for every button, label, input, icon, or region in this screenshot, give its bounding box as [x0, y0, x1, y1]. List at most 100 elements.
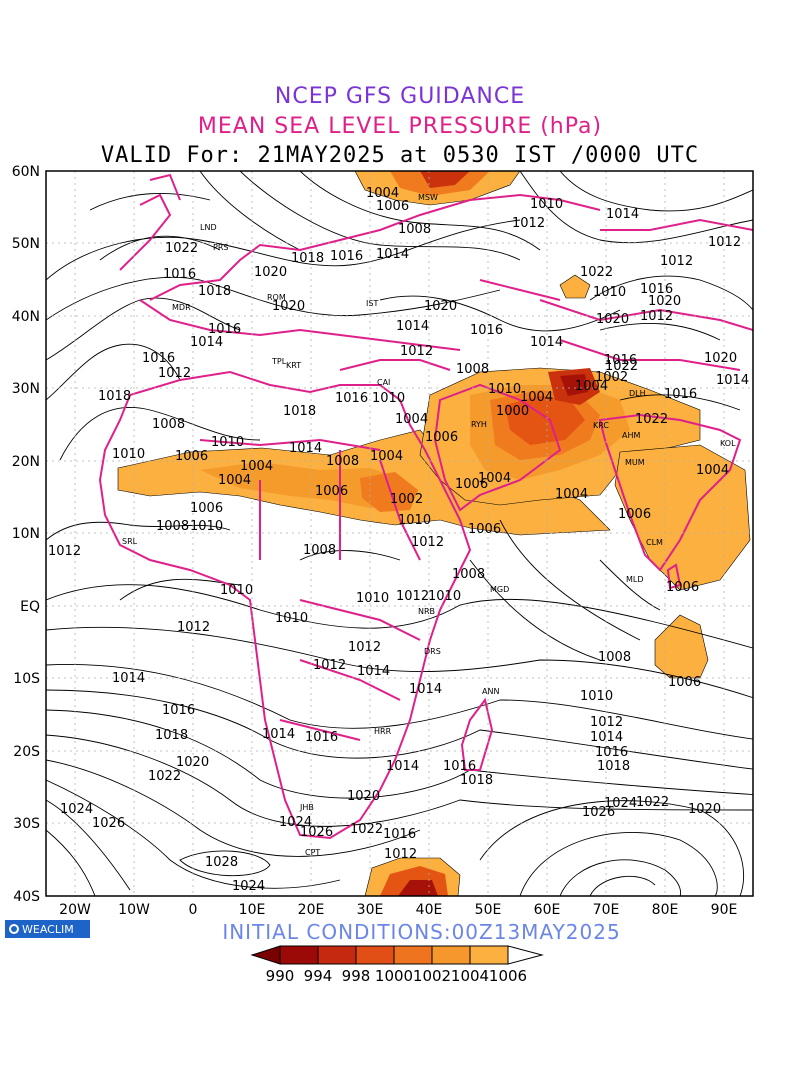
contour-label: 1006	[666, 580, 699, 595]
contour-label: 1008	[156, 519, 189, 534]
contour-label: 1004	[478, 471, 511, 486]
contour-label: 1024	[279, 815, 312, 830]
chart-title: NCEP GFS GUIDANCE	[274, 84, 526, 109]
city-label: NRB	[418, 607, 435, 616]
contour-label: 1022	[635, 412, 668, 427]
contour-label: 1010	[372, 391, 405, 406]
colorbar-swatch	[317, 945, 357, 965]
contour-label: 1024	[60, 802, 93, 817]
contour-label: 1014	[530, 335, 563, 350]
contour-label: 1026	[582, 805, 615, 820]
city-label: JHB	[299, 803, 314, 812]
logo-text: WEACLIM	[22, 922, 74, 936]
colorbar: 990 994 998 1000 1002 1004 1006	[250, 945, 544, 984]
contour-label: 1020	[704, 351, 737, 366]
weaclim-logo: WEACLIM	[5, 920, 90, 938]
contour-label: 1006	[455, 477, 488, 492]
contour-label: 1006	[190, 501, 223, 516]
contour-label: 1022	[350, 822, 383, 837]
contour-label: 1008	[598, 650, 631, 665]
contour-label: 1010	[398, 513, 431, 528]
contour-label: 1016	[595, 745, 628, 760]
contour-label: 1010	[580, 689, 613, 704]
contour-label: 1016	[163, 267, 196, 282]
lat-label: 20N	[12, 454, 40, 470]
longitude-axis: 20W 10W 0 10E 20E 30E 40E 50E 60E 70E 80…	[59, 902, 737, 918]
lat-label: 40N	[12, 309, 40, 325]
contour-label: 1010	[275, 611, 308, 626]
colorbar-swatch	[469, 945, 509, 965]
contour-label: 1026	[300, 825, 333, 840]
contour-label: 1012	[396, 589, 429, 604]
contour-label: 1008	[326, 454, 359, 469]
contour-label: 1014	[190, 335, 223, 350]
city-labels: MSW LND PRS ROM MDR IST TPL KRT CAI RYH …	[122, 193, 736, 857]
valid-time: VALID For: 21MAY2025 at 0530 IST /0000 U…	[100, 143, 700, 168]
city-label: KRC	[593, 421, 609, 430]
contour-label: 1016	[664, 387, 697, 402]
contour-label: 1014	[716, 373, 749, 388]
colorbar-tick: 1000	[375, 967, 413, 984]
colorbar-tick: 998	[342, 967, 371, 984]
contour-label: 1002	[595, 370, 628, 385]
contour-label: 1022	[605, 359, 638, 374]
contour-label: 1018	[155, 728, 188, 743]
colorbar-high-arrow	[507, 945, 544, 965]
lat-label: 30S	[13, 816, 40, 832]
contour-label: 1014	[606, 207, 639, 222]
lat-label: 10S	[13, 671, 40, 687]
contour-labels: 1004 1006 1008 1010 1012 1014 1022 1018 …	[48, 186, 749, 894]
lon-label: 10E	[239, 902, 266, 918]
contour-label: 1016	[208, 322, 241, 337]
lon-label: 60E	[534, 902, 561, 918]
contour-label: 1006	[175, 449, 208, 464]
contour-label: 1006	[376, 199, 409, 214]
contour-label: 1016	[470, 323, 503, 338]
lat-label: EQ	[20, 599, 40, 615]
low-pressure-shading	[117, 171, 751, 896]
city-label: CPT	[305, 848, 320, 857]
colorbar-low-arrow	[250, 945, 281, 965]
lon-label: 90E	[711, 902, 738, 918]
contour-label: 1012	[590, 715, 623, 730]
contour-label: 1006	[618, 507, 651, 522]
contour-label: 1010	[211, 435, 244, 450]
city-label: MSW	[418, 193, 438, 202]
lon-label: 80E	[652, 902, 679, 918]
contour-label: 1014	[396, 319, 429, 334]
latitude-axis: 60N 50N 40N 30N 20N 10N EQ 10S 20S 30S 4…	[12, 164, 40, 905]
colorbar-swatch	[279, 945, 319, 965]
contour-label: 1016	[330, 249, 363, 264]
city-label: ROM	[267, 293, 286, 302]
contour-label: 1020	[596, 312, 629, 327]
city-label: IST	[366, 299, 378, 308]
contour-label: 1018	[597, 759, 630, 774]
contour-label: 1020	[347, 789, 380, 804]
contour-label: 1022	[165, 241, 198, 256]
contour-label: 1014	[357, 664, 390, 679]
contour-label: 1004	[366, 186, 399, 201]
contour-label: 1008	[398, 222, 431, 237]
city-label: MDR	[172, 303, 191, 312]
contour-label: 1018	[198, 284, 231, 299]
contour-label: 1016	[604, 353, 637, 368]
contour-label: 1012	[348, 640, 381, 655]
contour-label: 1024	[232, 879, 265, 894]
contour-label: 1002	[390, 492, 423, 507]
contour-label: 1008	[303, 543, 336, 558]
lon-label: 70E	[593, 902, 620, 918]
contour-label: 1020	[254, 265, 287, 280]
city-label: ANN	[482, 687, 499, 696]
city-label: KRT	[286, 361, 301, 370]
colorbar-tick: 990	[266, 967, 295, 984]
lon-label: 0	[189, 902, 198, 918]
contour-label: 1022	[580, 265, 613, 280]
contour-label: 1004	[240, 459, 273, 474]
city-label: CLM	[646, 538, 663, 547]
lon-label: 10W	[118, 902, 150, 918]
lon-label: 20E	[298, 902, 325, 918]
colorbar-tick: 1002	[413, 967, 451, 984]
contour-label: 1018	[460, 773, 493, 788]
contour-label: 1012	[640, 309, 673, 324]
contour-label: 1018	[283, 404, 316, 419]
